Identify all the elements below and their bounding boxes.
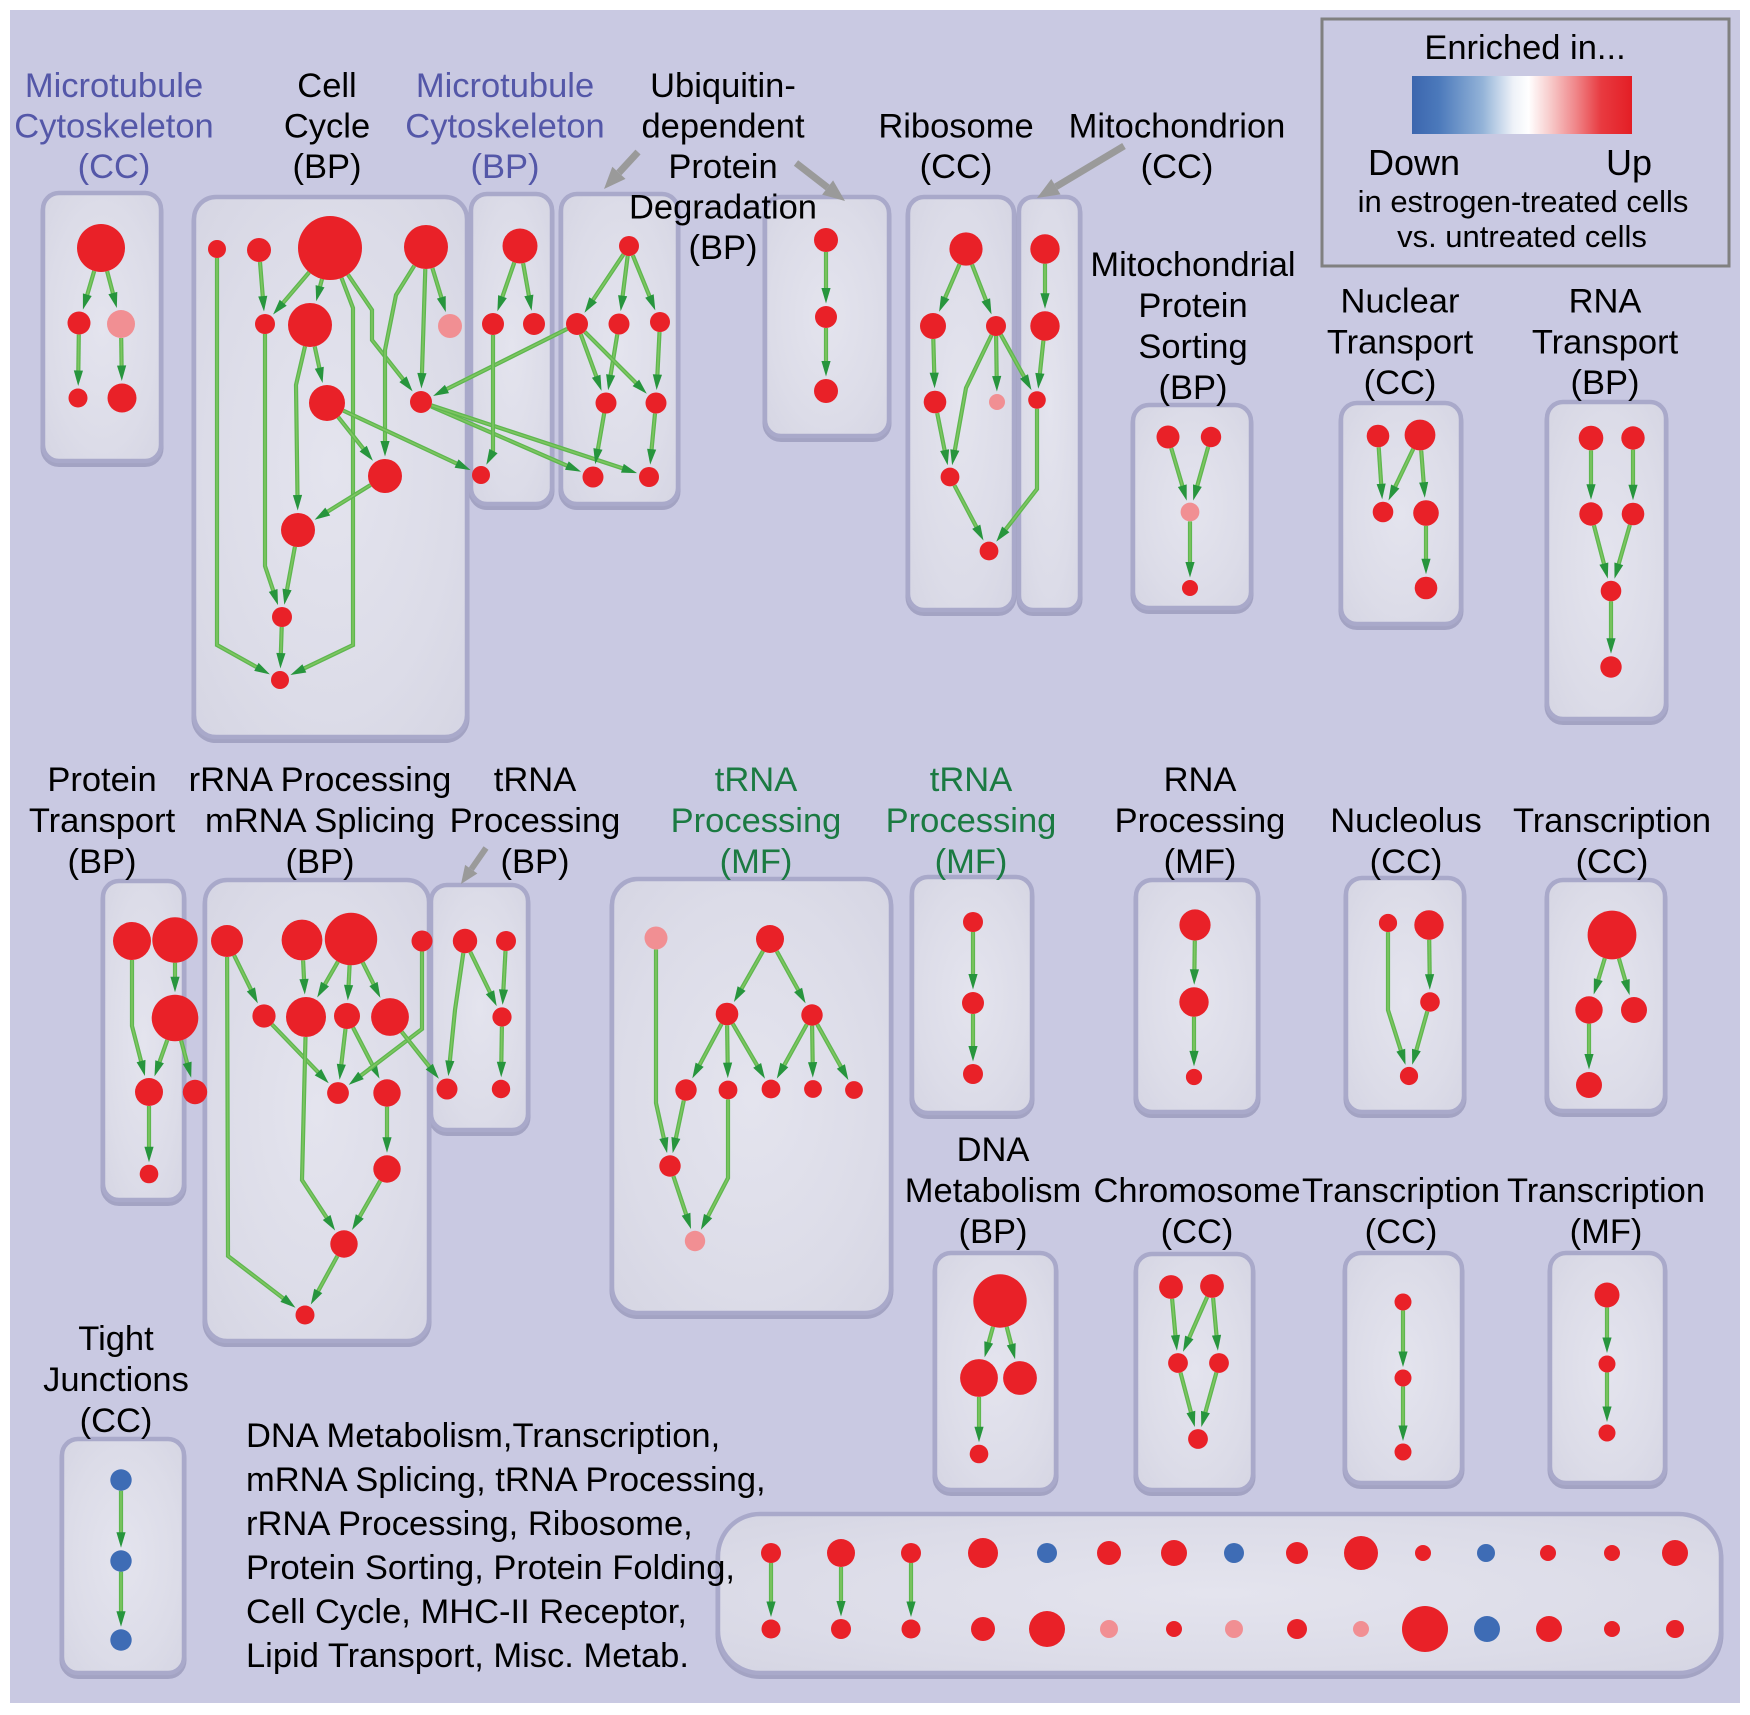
svg-text:(BP): (BP) (293, 148, 362, 186)
svg-text:Mitochondrion: Mitochondrion (1069, 108, 1286, 146)
svg-text:(CC): (CC) (920, 148, 993, 186)
svg-text:Cycle: Cycle (284, 108, 370, 146)
svg-text:(BP): (BP) (68, 843, 137, 881)
svg-text:Cell: Cell (297, 67, 356, 105)
svg-text:(CC): (CC) (1576, 843, 1649, 881)
svg-text:tRNA: tRNA (715, 761, 797, 799)
svg-text:(BP): (BP) (471, 148, 540, 186)
svg-text:Lipid Transport, Misc. Metab.: Lipid Transport, Misc. Metab. (246, 1637, 689, 1675)
svg-text:Nucleolus: Nucleolus (1330, 802, 1482, 840)
svg-text:Transcription: Transcription (1302, 1172, 1500, 1210)
svg-text:Down: Down (1368, 142, 1460, 183)
svg-text:(CC): (CC) (1141, 148, 1214, 186)
svg-text:Junctions: Junctions (43, 1361, 189, 1399)
svg-text:(MF): (MF) (1570, 1213, 1643, 1251)
svg-text:RNA: RNA (1569, 283, 1642, 321)
svg-text:(BP): (BP) (1571, 364, 1640, 402)
svg-text:(MF): (MF) (1164, 843, 1237, 881)
svg-text:Cytoskeleton: Cytoskeleton (14, 108, 213, 146)
svg-text:(CC): (CC) (1370, 843, 1443, 881)
svg-text:(CC): (CC) (78, 148, 151, 186)
svg-text:(CC): (CC) (1365, 1213, 1438, 1251)
svg-text:Degradation: Degradation (629, 189, 817, 227)
svg-text:(BP): (BP) (1159, 369, 1228, 407)
svg-text:Protein: Protein (668, 148, 777, 186)
svg-text:rRNA Processing: rRNA Processing (189, 761, 452, 799)
svg-text:tRNA: tRNA (494, 761, 576, 799)
svg-text:Transport: Transport (29, 802, 176, 840)
svg-text:DNA: DNA (957, 1131, 1030, 1169)
svg-text:Up: Up (1606, 142, 1652, 183)
svg-text:Ubiquitin-: Ubiquitin- (650, 67, 796, 105)
svg-text:Ribosome: Ribosome (878, 108, 1033, 146)
svg-text:(CC): (CC) (80, 1402, 153, 1440)
svg-text:Microtubule: Microtubule (416, 67, 594, 105)
svg-text:Nuclear: Nuclear (1341, 283, 1460, 321)
svg-text:Cell Cycle, MHC-II Receptor,: Cell Cycle, MHC-II Receptor, (246, 1593, 687, 1631)
svg-text:Transcription: Transcription (1513, 802, 1711, 840)
svg-text:Enriched in...: Enriched in... (1424, 29, 1625, 67)
svg-text:(BP): (BP) (286, 843, 355, 881)
svg-text:Sorting: Sorting (1138, 328, 1247, 366)
svg-text:Processing: Processing (671, 802, 842, 840)
svg-text:(MF): (MF) (720, 843, 793, 881)
svg-text:Processing: Processing (450, 802, 621, 840)
svg-text:vs. untreated cells: vs. untreated cells (1397, 219, 1647, 254)
svg-text:rRNA Processing, Ribosome,: rRNA Processing, Ribosome, (246, 1505, 693, 1543)
svg-text:Microtubule: Microtubule (25, 67, 203, 105)
svg-text:Mitochondrial: Mitochondrial (1090, 246, 1295, 284)
svg-text:Processing: Processing (886, 802, 1057, 840)
svg-text:Tight: Tight (78, 1320, 154, 1358)
svg-text:in estrogen-treated cells: in estrogen-treated cells (1358, 184, 1689, 219)
svg-text:Transport: Transport (1532, 324, 1679, 362)
svg-text:(CC): (CC) (1364, 364, 1437, 402)
svg-text:(BP): (BP) (501, 843, 570, 881)
svg-text:(CC): (CC) (1161, 1213, 1234, 1251)
svg-text:Metabolism: Metabolism (905, 1172, 1081, 1210)
svg-text:Transcription: Transcription (1507, 1172, 1705, 1210)
svg-text:Transport: Transport (1327, 324, 1474, 362)
svg-text:dependent: dependent (641, 108, 804, 146)
svg-text:Cytoskeleton: Cytoskeleton (405, 108, 604, 146)
svg-text:Processing: Processing (1115, 802, 1286, 840)
svg-text:mRNA Splicing, tRNA Processing: mRNA Splicing, tRNA Processing, (246, 1461, 766, 1499)
svg-text:Protein Sorting, Protein Foldi: Protein Sorting, Protein Folding, (246, 1549, 735, 1587)
svg-text:Protein: Protein (47, 761, 156, 799)
svg-text:RNA: RNA (1164, 761, 1237, 799)
svg-text:tRNA: tRNA (930, 761, 1012, 799)
svg-text:(MF): (MF) (935, 843, 1008, 881)
svg-text:(BP): (BP) (689, 229, 758, 267)
svg-text:mRNA Splicing: mRNA Splicing (205, 802, 435, 840)
svg-text:DNA Metabolism,Transcription,: DNA Metabolism,Transcription, (246, 1417, 720, 1455)
svg-text:(BP): (BP) (959, 1213, 1028, 1251)
svg-text:Chromosome: Chromosome (1093, 1172, 1300, 1210)
svg-text:Protein: Protein (1138, 287, 1247, 325)
